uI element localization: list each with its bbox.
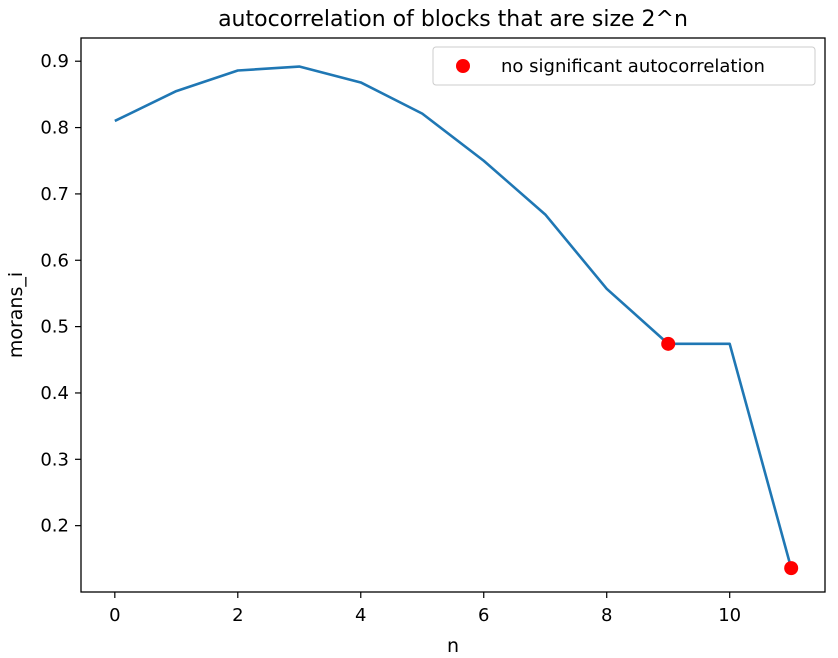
- y-axis: 0.2 0.3 0.4 0.5 0.6 0.7 0.8 0.9: [40, 51, 81, 537]
- plot-area: [114, 65, 799, 576]
- y-tick-label: 0.6: [40, 250, 69, 271]
- y-tick-label: 0.3: [40, 449, 69, 470]
- x-tick-label: 6: [478, 605, 489, 626]
- data-point-marker: [661, 336, 676, 351]
- y-tick-label: 0.2: [40, 516, 69, 537]
- y-tick-label: 0.4: [40, 383, 69, 404]
- legend-box: [432, 46, 816, 86]
- legend-marker: [456, 59, 470, 73]
- x-tick-label: 4: [355, 605, 366, 626]
- x-tick-label: 10: [718, 605, 741, 626]
- plot-frame: [80, 37, 826, 593]
- legend: no significant autocorrelation: [432, 46, 816, 86]
- x-tick-label: 0: [109, 605, 120, 626]
- x-axis: 0 2 4 6 8 10: [109, 592, 741, 626]
- y-tick-label: 0.7: [40, 184, 69, 205]
- x-axis-label: n: [447, 635, 459, 657]
- x-tick-label: 2: [232, 605, 243, 626]
- series-line: [114, 65, 793, 569]
- x-tick-label: 8: [601, 605, 612, 626]
- y-axis-label: morans_i: [5, 272, 27, 358]
- y-tick-label: 0.5: [40, 317, 69, 338]
- legend-label: no significant autocorrelation: [501, 56, 765, 77]
- y-tick-label: 0.9: [40, 51, 69, 72]
- y-tick-label: 0.8: [40, 118, 69, 139]
- data-point-marker: [784, 561, 799, 576]
- chart-title: autocorrelation of blocks that are size …: [218, 7, 688, 32]
